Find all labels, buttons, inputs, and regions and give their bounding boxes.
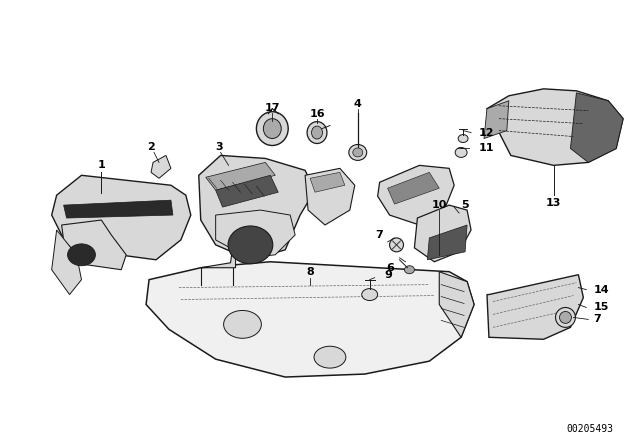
- Text: 10: 10: [431, 200, 447, 210]
- Ellipse shape: [390, 238, 403, 252]
- Ellipse shape: [228, 226, 273, 264]
- Polygon shape: [61, 220, 126, 270]
- Polygon shape: [216, 210, 295, 258]
- Text: 7: 7: [593, 314, 601, 324]
- Ellipse shape: [559, 311, 572, 323]
- Polygon shape: [439, 271, 474, 337]
- Text: 1: 1: [97, 160, 105, 170]
- Text: 16: 16: [309, 109, 325, 119]
- Text: 11: 11: [479, 143, 495, 154]
- Text: 12: 12: [479, 128, 495, 138]
- Polygon shape: [487, 89, 623, 165]
- Polygon shape: [428, 225, 467, 260]
- Polygon shape: [310, 172, 345, 192]
- Polygon shape: [570, 93, 623, 162]
- Ellipse shape: [312, 126, 323, 139]
- Ellipse shape: [223, 310, 261, 338]
- Text: 7: 7: [375, 230, 383, 240]
- Ellipse shape: [458, 134, 468, 142]
- Ellipse shape: [68, 244, 95, 266]
- Ellipse shape: [404, 266, 415, 274]
- Polygon shape: [305, 168, 355, 225]
- Text: 15: 15: [593, 302, 609, 312]
- Ellipse shape: [263, 119, 281, 138]
- Text: 00205493: 00205493: [566, 424, 613, 434]
- Polygon shape: [151, 155, 171, 178]
- Ellipse shape: [353, 148, 363, 157]
- Polygon shape: [146, 262, 474, 377]
- Text: 9: 9: [385, 270, 392, 280]
- Polygon shape: [52, 175, 191, 260]
- Text: 2: 2: [147, 142, 155, 152]
- Text: 3: 3: [215, 142, 223, 152]
- Polygon shape: [199, 155, 315, 260]
- Ellipse shape: [556, 307, 575, 327]
- Polygon shape: [388, 172, 439, 204]
- Text: 4: 4: [354, 99, 362, 109]
- Ellipse shape: [455, 147, 467, 157]
- Text: 8: 8: [306, 267, 314, 277]
- Text: 14: 14: [593, 284, 609, 295]
- Polygon shape: [378, 165, 454, 225]
- Ellipse shape: [257, 112, 288, 146]
- Text: 5: 5: [461, 200, 468, 210]
- Polygon shape: [52, 230, 81, 294]
- Polygon shape: [205, 162, 275, 190]
- Ellipse shape: [362, 289, 378, 301]
- Polygon shape: [216, 175, 278, 207]
- Polygon shape: [201, 245, 236, 268]
- Text: 17: 17: [264, 103, 280, 113]
- Polygon shape: [484, 101, 509, 138]
- Ellipse shape: [349, 145, 367, 160]
- Polygon shape: [63, 200, 173, 218]
- Ellipse shape: [307, 122, 327, 143]
- Text: 6: 6: [387, 263, 394, 273]
- Polygon shape: [487, 275, 583, 339]
- Ellipse shape: [314, 346, 346, 368]
- Text: 13: 13: [546, 198, 561, 208]
- Polygon shape: [415, 205, 471, 262]
